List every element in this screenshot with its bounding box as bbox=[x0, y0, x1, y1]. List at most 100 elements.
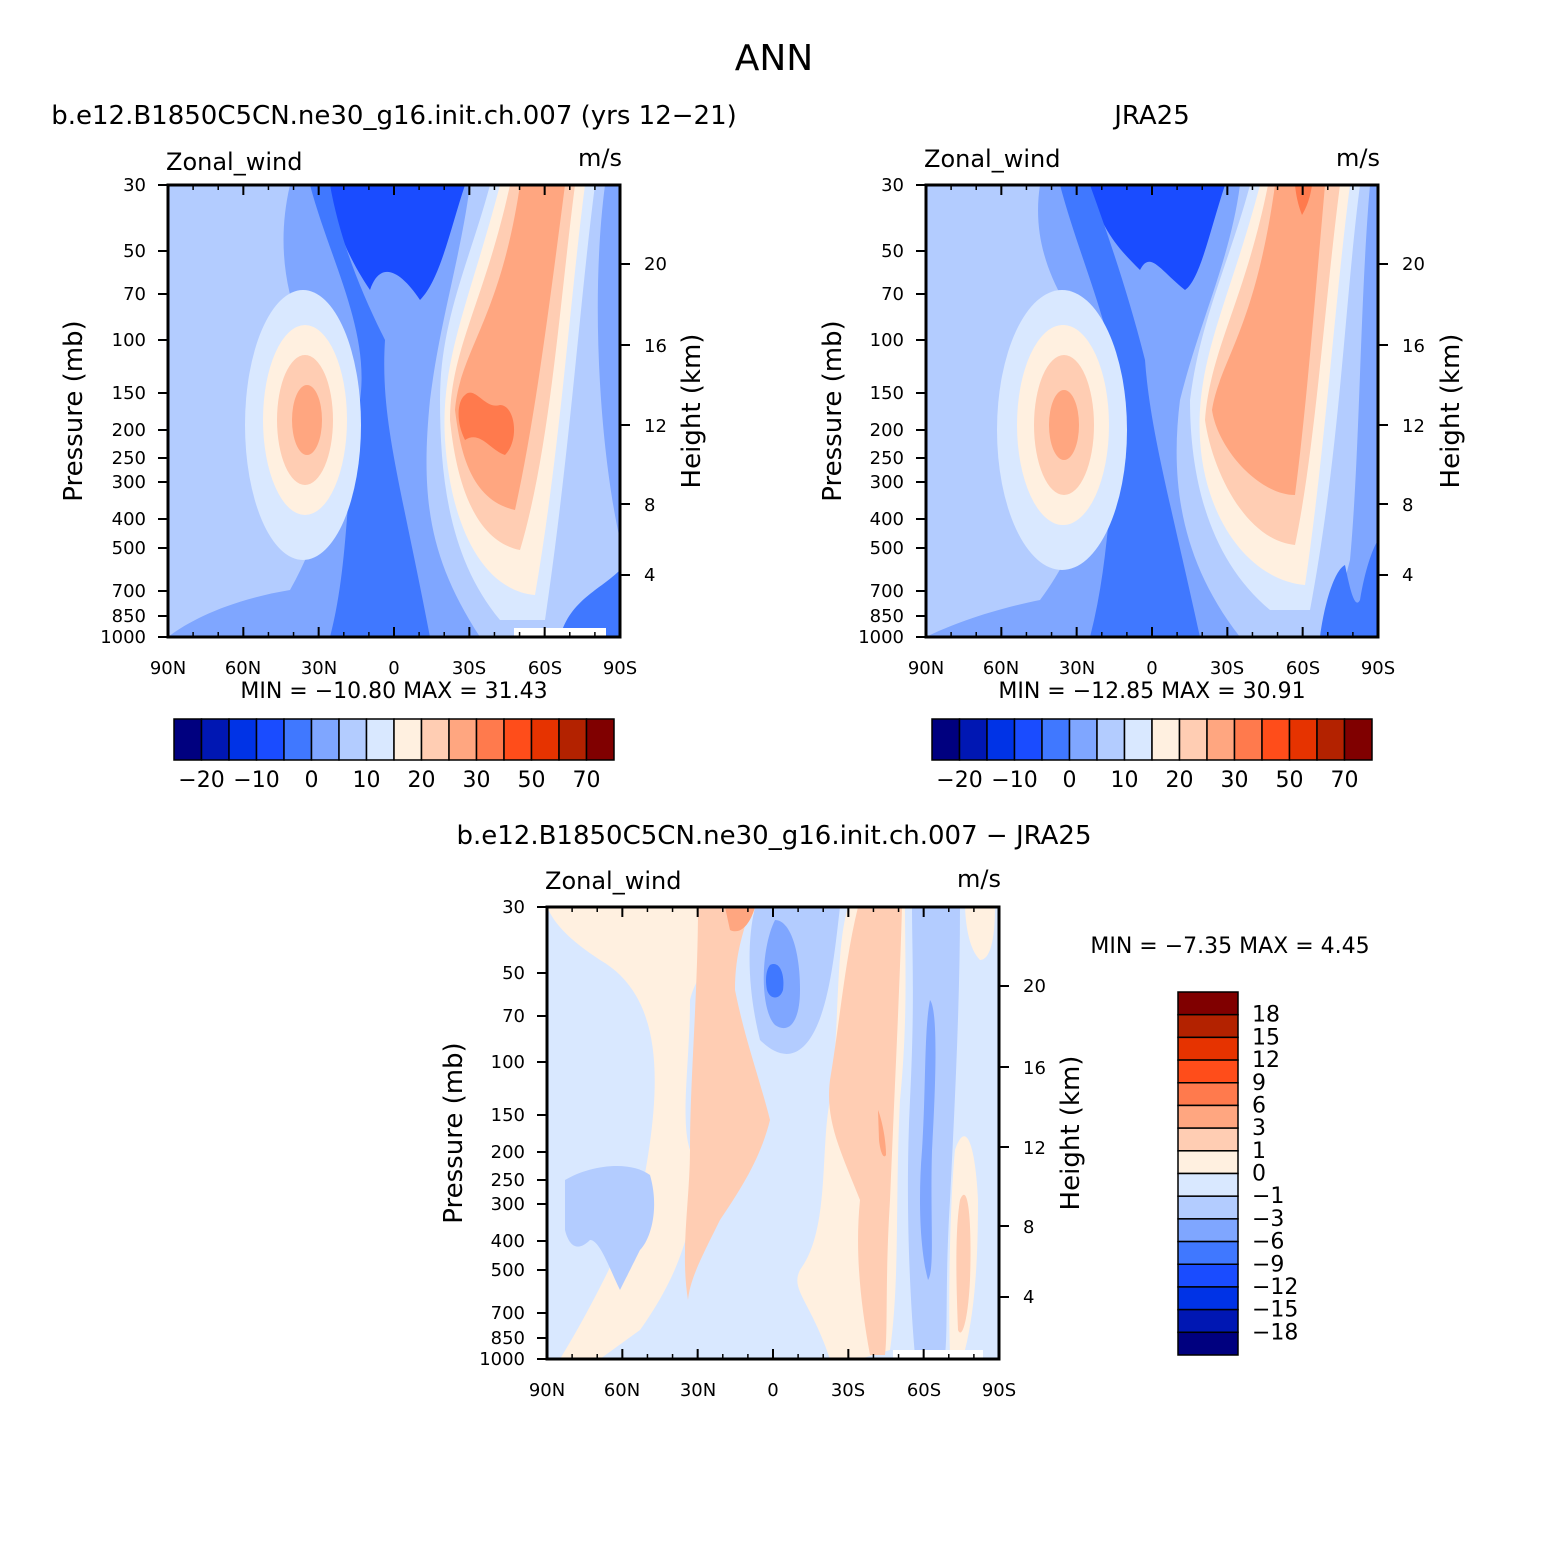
x-tick-label: 30S bbox=[1210, 658, 1244, 679]
x-tick-label: 0 bbox=[388, 658, 399, 679]
y-tick-label: 300 bbox=[870, 472, 904, 493]
x-tick-label: 60N bbox=[983, 658, 1019, 679]
y-tick-label: 300 bbox=[112, 472, 146, 493]
colorbar-swatch bbox=[393, 718, 423, 761]
y-axis: 30 50 70 100 150 200 250 300 400 500 700… bbox=[818, 175, 904, 648]
units-label: m/s bbox=[1336, 144, 1380, 172]
y-tick-label: 500 bbox=[491, 1260, 525, 1281]
y-tick-label: 300 bbox=[491, 1194, 525, 1215]
colorbar-label: 10 bbox=[353, 768, 381, 793]
colorbar-swatch bbox=[530, 718, 560, 761]
y-axis-label: Pressure (mb) bbox=[439, 1042, 469, 1223]
y-tick-label: 100 bbox=[870, 330, 904, 351]
contour-fill-top-right-positive bbox=[965, 907, 995, 960]
x-axis: 90N 60N 30N 0 30S 60S 90S bbox=[529, 1380, 1016, 1401]
contour-fill-eq-core bbox=[766, 964, 784, 998]
colorbar-label: −20 bbox=[178, 768, 224, 793]
colorbar-swatch bbox=[1096, 718, 1126, 761]
min-max-label: MIN = −12.85 MAX = 30.91 bbox=[998, 679, 1305, 704]
height-tick-label: 16 bbox=[1402, 336, 1425, 357]
contour-fill-strat-core bbox=[1090, 185, 1225, 290]
y-tick-label: 850 bbox=[870, 606, 904, 627]
contour-fill-equator-band bbox=[310, 185, 430, 637]
colorbar-label: 10 bbox=[1111, 768, 1139, 793]
contour-fill-west-core bbox=[458, 392, 515, 455]
colorbar-swatch bbox=[1177, 1308, 1239, 1334]
colorbar-label: −10 bbox=[991, 768, 1037, 793]
height-tick-label: 20 bbox=[1023, 976, 1046, 997]
contour-fill-polar-south bbox=[560, 570, 620, 637]
colorbar-swatch bbox=[1177, 1263, 1239, 1288]
colorbar-label: −20 bbox=[936, 768, 982, 793]
y-axis: 30 50 70 100 150 200 250 300 400 500 700… bbox=[59, 175, 146, 648]
colorbar-swatch bbox=[1177, 1240, 1239, 1265]
y-tick-label: 700 bbox=[491, 1303, 525, 1324]
colorbar-label: 9 bbox=[1252, 1071, 1266, 1096]
y-tick-label: 1000 bbox=[479, 1349, 525, 1370]
x-axis: 90N 60N 30N 0 30S 60S 90S bbox=[908, 658, 1395, 679]
colorbar-swatch bbox=[1343, 718, 1373, 761]
y-tick-label: 500 bbox=[112, 538, 146, 559]
colorbar-swatch bbox=[1206, 718, 1236, 761]
y-axis-right-label: Height (km) bbox=[1056, 1056, 1086, 1211]
colorbar-swatch bbox=[420, 718, 450, 761]
colorbar-swatch bbox=[958, 718, 988, 761]
colorbar-label: 20 bbox=[408, 768, 436, 793]
x-tick-label: 30S bbox=[452, 658, 486, 679]
colorbar-swatch bbox=[1177, 1172, 1239, 1197]
axis-ticks bbox=[537, 906, 1009, 1360]
colorbar-swatch bbox=[1177, 1150, 1239, 1175]
height-tick-label: 20 bbox=[1402, 254, 1425, 275]
variable-label: Zonal_wind bbox=[166, 148, 302, 176]
y-tick-label: 700 bbox=[112, 581, 146, 602]
colorbar-label: 18 bbox=[1252, 1003, 1280, 1028]
colorbar-label: 15 bbox=[1252, 1025, 1280, 1050]
colorbar-label: −6 bbox=[1252, 1230, 1284, 1255]
y-tick-label: 70 bbox=[502, 1006, 525, 1027]
colorbar-swatch bbox=[1233, 718, 1263, 761]
y-tick-label: 250 bbox=[870, 448, 904, 469]
colorbar-swatch bbox=[173, 718, 203, 761]
colorbar-label: 6 bbox=[1252, 1093, 1266, 1118]
colorbar-swatch bbox=[1041, 718, 1071, 761]
y-axis-right-label: Height (km) bbox=[1436, 334, 1466, 489]
missing-data-strip bbox=[514, 628, 606, 637]
colorbar-label: −9 bbox=[1252, 1252, 1284, 1277]
contour-fill-nh-positive bbox=[684, 907, 770, 1300]
axis-ticks bbox=[916, 184, 1388, 638]
y-tick-label: 70 bbox=[123, 284, 146, 305]
contour-fill-nh-negative bbox=[565, 1165, 655, 1290]
x-tick-label: 30N bbox=[680, 1380, 716, 1401]
x-tick-label: 60N bbox=[225, 658, 261, 679]
y-axis-right: 20 16 12 8 4 Height (km) bbox=[1023, 976, 1086, 1308]
colorbar-swatch bbox=[1316, 718, 1346, 761]
contour-fill-nh-core bbox=[725, 907, 755, 932]
colorbar-label: 0 bbox=[1252, 1162, 1266, 1187]
colorbar-label: 20 bbox=[1166, 768, 1194, 793]
contour-fill-east-core bbox=[1049, 390, 1079, 460]
colorbar-swatch bbox=[1261, 718, 1291, 761]
y-tick-label: 850 bbox=[112, 606, 146, 627]
contour-fill-east-core bbox=[292, 385, 322, 455]
y-tick-label: 50 bbox=[502, 963, 525, 984]
variable-label: Zonal_wind bbox=[924, 145, 1060, 173]
contour-fill-polar-positive-inner bbox=[956, 1194, 971, 1333]
colorbar: −20 −10 0 10 20 30 50 70 bbox=[931, 718, 1373, 793]
y-axis-right: 20 16 12 8 4 Height (km) bbox=[1402, 254, 1466, 586]
colorbar-label: 70 bbox=[573, 768, 601, 793]
contour-fill-equator-band bbox=[1060, 185, 1200, 637]
y-tick-label: 150 bbox=[870, 383, 904, 404]
y-tick-label: 400 bbox=[491, 1231, 525, 1252]
colorbar-swatch bbox=[1123, 718, 1153, 761]
colorbar-label: −10 bbox=[233, 768, 279, 793]
colorbar-label: −12 bbox=[1252, 1275, 1298, 1300]
x-tick-label: 60S bbox=[1286, 658, 1320, 679]
height-tick-label: 12 bbox=[1023, 1138, 1046, 1159]
colorbar-label: −15 bbox=[1252, 1298, 1298, 1323]
height-tick-label: 16 bbox=[644, 336, 667, 357]
colorbar-label: 12 bbox=[1252, 1048, 1280, 1073]
colorbar-swatch bbox=[1178, 718, 1208, 761]
colorbar-label: 0 bbox=[1063, 768, 1077, 793]
colorbar-swatch bbox=[475, 718, 505, 761]
